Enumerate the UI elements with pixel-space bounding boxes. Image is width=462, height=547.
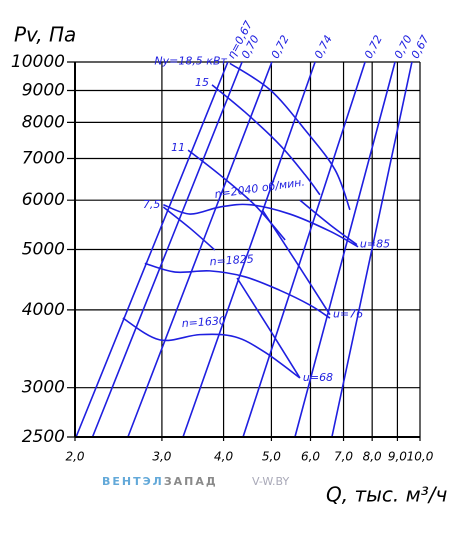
y-tick-label: 6000 — [22, 190, 65, 210]
curve — [236, 277, 301, 379]
curve-label: 15 — [195, 76, 209, 89]
x-axis-title: Q, тыс. м³/ч — [326, 483, 447, 507]
x-tick-label: 10,0 — [407, 450, 434, 464]
curve — [144, 262, 331, 319]
curve — [242, 61, 366, 438]
y-axis-title: Pv, Па — [14, 23, 76, 47]
y-tick-label: 4000 — [22, 300, 65, 320]
x-tick-label: 6,0 — [301, 450, 320, 464]
y-tick-label: 8000 — [22, 112, 65, 132]
curve-label: u=76 — [333, 308, 363, 321]
curve — [211, 84, 321, 196]
site: V-W.BY — [252, 475, 289, 488]
curve-label: u=85 — [360, 238, 390, 251]
curve — [331, 61, 413, 438]
y-tick-label: 10000 — [11, 52, 65, 72]
x-tick-label: 3,0 — [152, 450, 171, 464]
curve-label: Ny=18,5 кВт — [154, 54, 227, 67]
curve — [294, 61, 396, 438]
x-tick-label: 4,0 — [214, 450, 233, 464]
x-tick-label: 7,0 — [334, 450, 353, 464]
curve-label: 0,72 — [269, 33, 292, 61]
curve-label: 0,67 — [409, 33, 432, 61]
y-tick-label: 2500 — [22, 427, 65, 447]
curve-label: u=68 — [303, 371, 333, 384]
x-tick-label: 2,0 — [65, 450, 84, 464]
y-tick-label: 3000 — [22, 378, 65, 398]
x-tick-label: 8,0 — [363, 450, 382, 464]
curve-label: 0,74 — [312, 33, 335, 61]
curve-label: 0,72 — [362, 33, 385, 61]
curve — [122, 317, 301, 379]
curve — [127, 61, 273, 438]
y-tick-label: 5000 — [22, 240, 65, 260]
y-tick-label: 9000 — [22, 81, 65, 101]
curve-label: 7,5 — [143, 198, 161, 211]
curve — [162, 206, 216, 251]
x-tick-label: 9,0 — [388, 450, 407, 464]
curve-label: 11 — [171, 141, 185, 154]
curve — [163, 203, 359, 248]
curve — [261, 209, 331, 316]
x-tick-label: 5,0 — [262, 450, 281, 464]
curve — [182, 61, 316, 438]
y-tick-label: 7000 — [22, 148, 65, 168]
curve — [91, 61, 243, 438]
curve — [229, 62, 351, 211]
curve — [299, 199, 358, 246]
brand: ВЕНТЭЛЗАПАД — [102, 475, 218, 488]
curve — [75, 61, 229, 438]
brand-part: ВЕНТЭЛ — [102, 475, 164, 488]
curve-label: n=1630 — [181, 314, 226, 330]
brand-part: ЗАПАД — [164, 475, 218, 488]
